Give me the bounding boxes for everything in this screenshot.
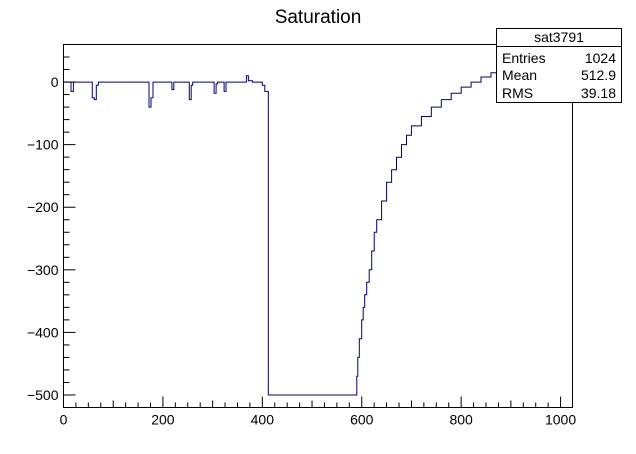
stats-box-frame: [496, 28, 622, 103]
series-line-group: [63, 68, 502, 396]
axis-group: 0 200 400 600 800 1000 0 −100 −200 −300 −400 −500: [27, 56, 576, 428]
y-tick-label: 0: [51, 74, 59, 90]
x-tick-label: 600: [350, 412, 374, 428]
x-tick-label: 1000: [545, 412, 576, 428]
y-tick-label: −100: [27, 137, 59, 153]
series-line: [63, 68, 502, 396]
stats-box: sat3791 Entries 1024 Mean 512.9 RMS 39.1…: [496, 28, 622, 103]
stats-entries-value: 1024: [585, 50, 616, 66]
x-tick-label: 400: [251, 412, 275, 428]
stats-mean-value: 512.9: [581, 67, 616, 83]
y-tick-label: −500: [27, 387, 59, 403]
x-tick-label: 200: [151, 412, 175, 428]
chart-title: Saturation: [275, 7, 362, 28]
plot-frame: [63, 44, 573, 408]
y-tick-label: −400: [27, 324, 59, 340]
stats-box-name: sat3791: [534, 29, 584, 45]
stats-rms-label: RMS: [502, 85, 533, 101]
x-tick-label: 800: [449, 412, 473, 428]
stats-mean-label: Mean: [502, 67, 537, 83]
y-tick-label: −300: [27, 262, 59, 278]
x-tick-label: 0: [60, 412, 68, 428]
stats-entries-label: Entries: [502, 50, 546, 66]
stats-rms-value: 39.18: [581, 85, 616, 101]
y-tick-label: −200: [27, 199, 59, 215]
